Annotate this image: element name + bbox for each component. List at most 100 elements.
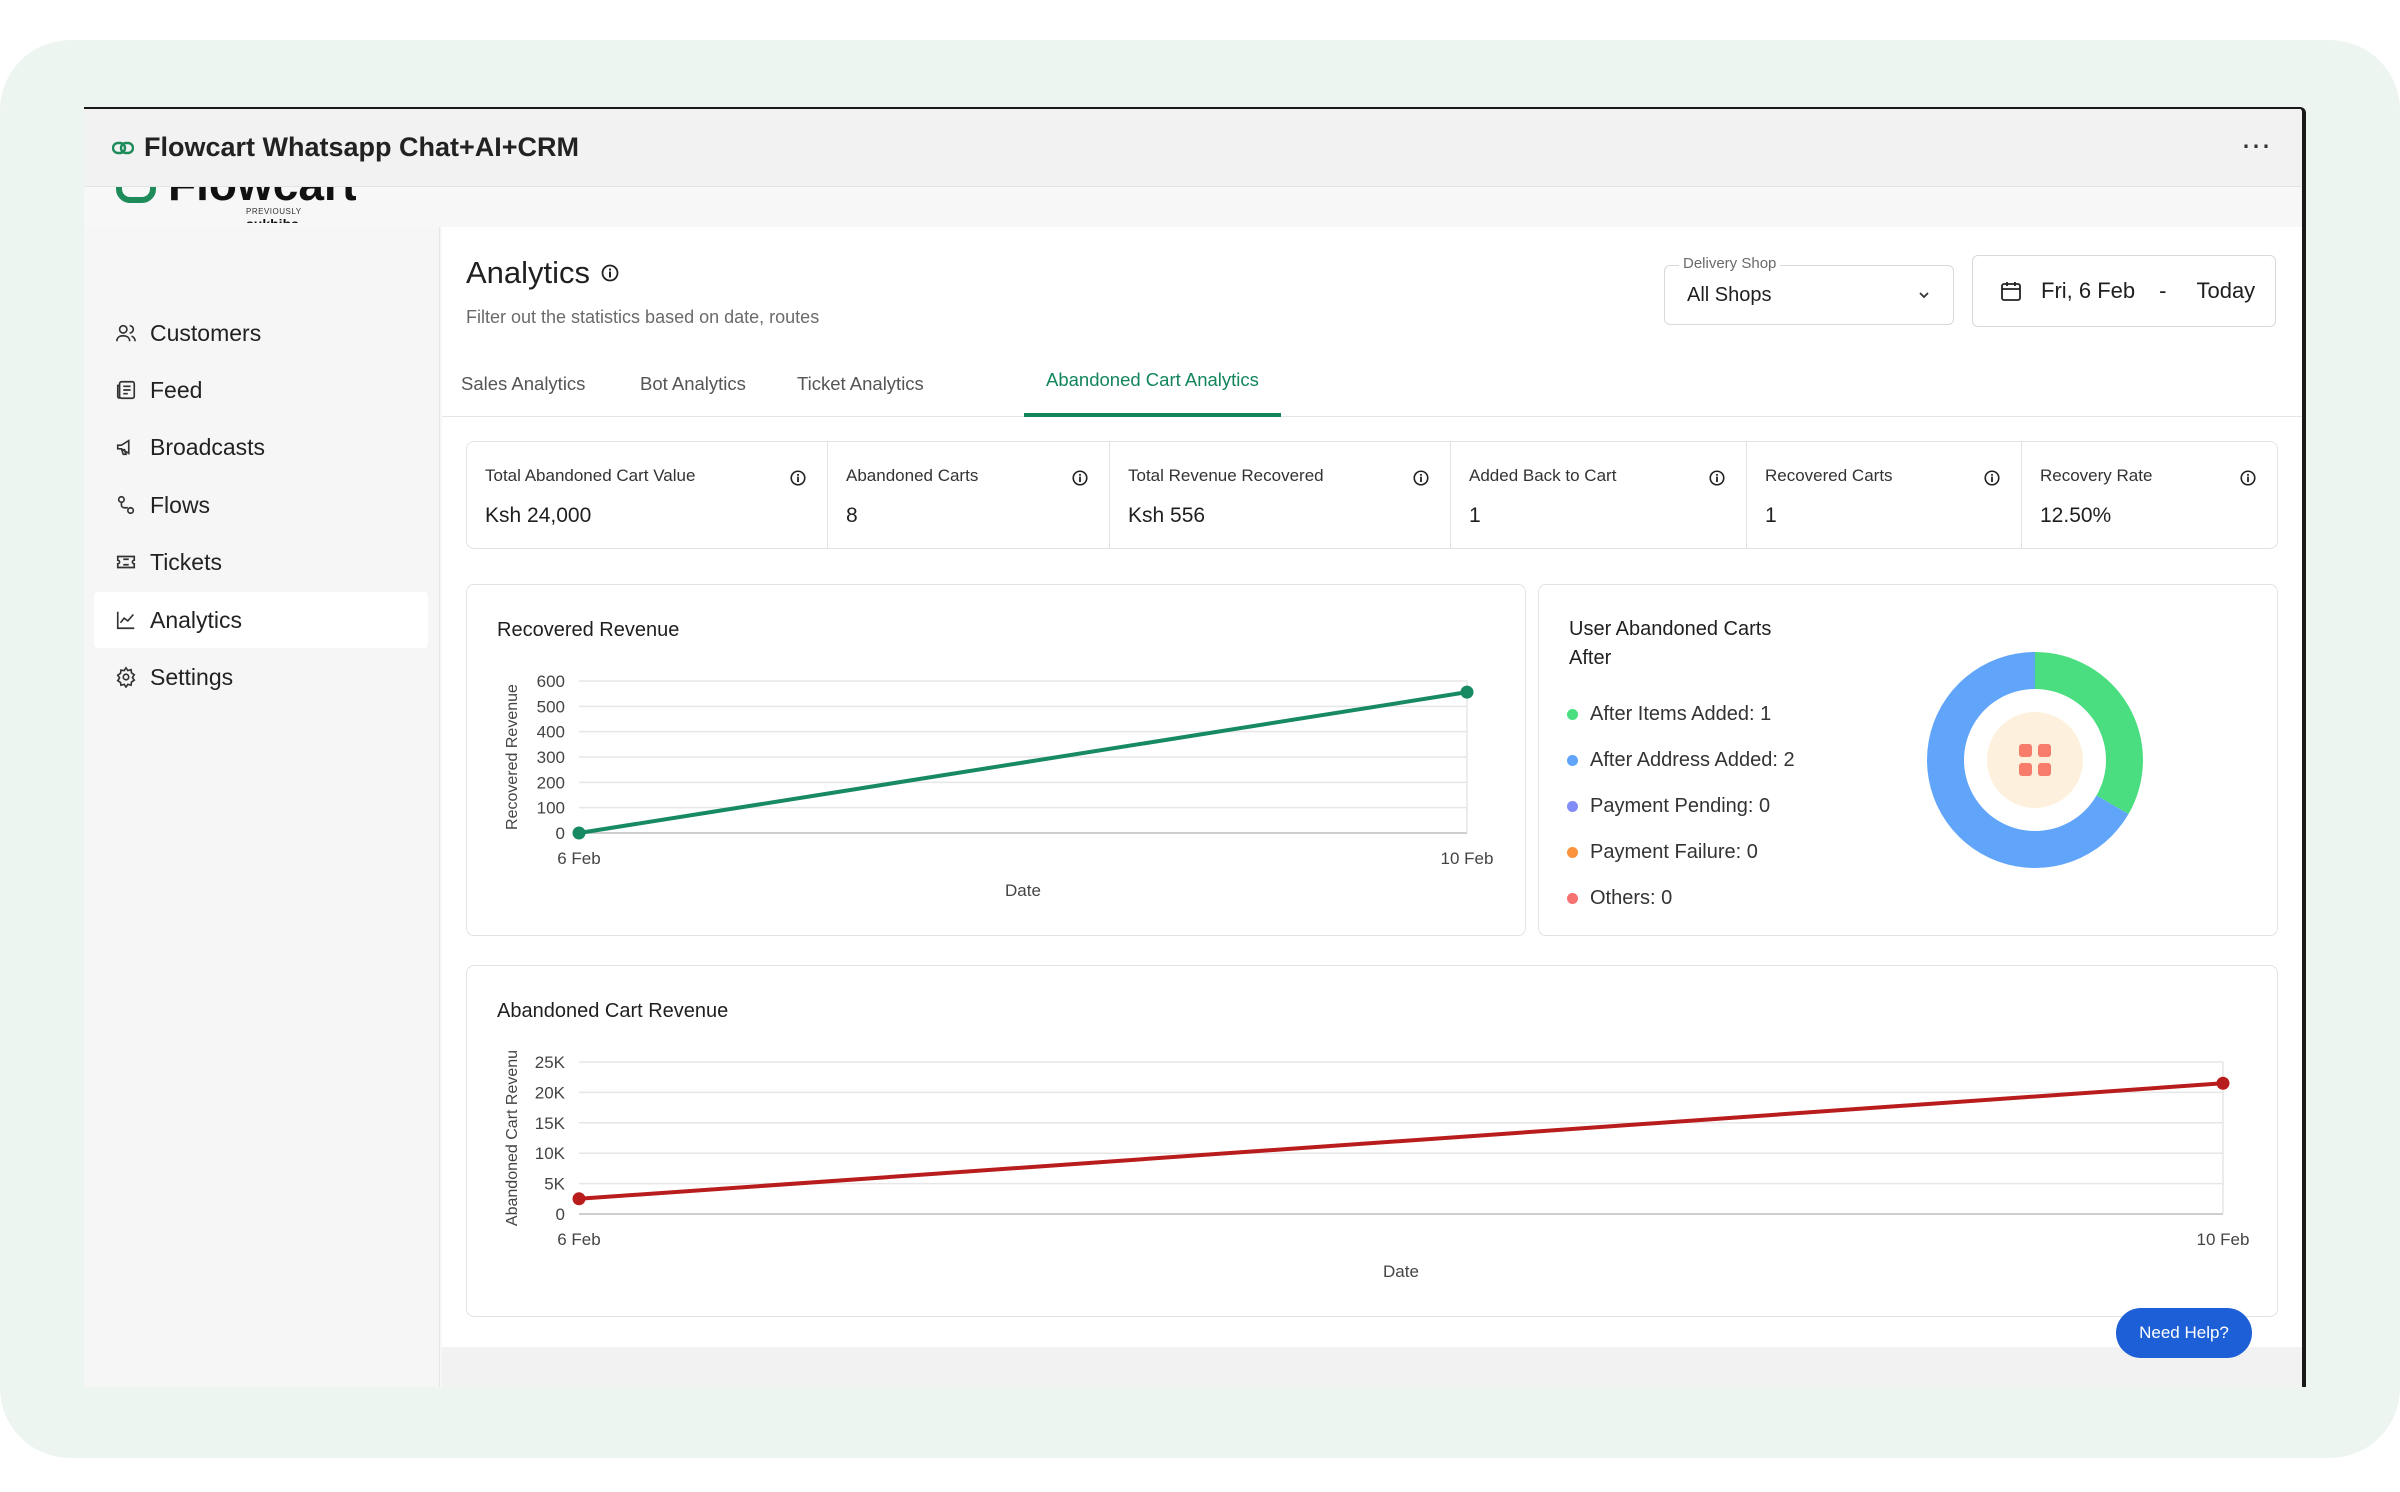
donut-center-badge: [1987, 712, 2083, 808]
series-line: [578, 690, 1468, 835]
legend-item: After Items Added: 1: [1567, 691, 1795, 737]
info-icon[interactable]: [1071, 469, 1089, 487]
y-tick-label: 500: [537, 697, 565, 716]
kpi-recovered-carts: Recovered Carts 1: [1747, 442, 2022, 548]
x-tick-label: 10 Feb: [1441, 849, 1494, 868]
legend-dot: [1567, 708, 1578, 720]
user-abandoned-carts-title: User Abandoned Carts After: [1569, 615, 1771, 673]
x-tick-label: 6 Feb: [557, 1230, 600, 1249]
kpi-label: Abandoned Carts: [846, 466, 979, 485]
delivery-shop-select[interactable]: Delivery Shop All Shops: [1664, 255, 1954, 325]
date-range-picker[interactable]: Fri, 6 Feb - Today: [1972, 255, 2276, 327]
y-axis-label: Recovered Revenue: [504, 684, 521, 830]
sidebar-item-settings[interactable]: Settings: [94, 649, 428, 705]
delivery-shop-value: All Shops: [1687, 284, 1772, 306]
data-point: [1460, 685, 1474, 699]
tab-bot-analytics[interactable]: Bot Analytics: [640, 373, 746, 394]
tab-sales-analytics[interactable]: Sales Analytics: [461, 373, 586, 394]
grid-apps-icon: [2019, 744, 2051, 776]
kpi-value: 1: [1765, 504, 1777, 527]
info-icon[interactable]: [600, 263, 620, 283]
flows-icon: [114, 493, 138, 517]
need-help-button[interactable]: Need Help?: [2116, 1308, 2252, 1358]
app-link-icon: [112, 141, 134, 154]
x-tick-label: 6 Feb: [557, 849, 600, 868]
donut-slice: [2035, 652, 2143, 814]
kpi-label: Recovery Rate: [2040, 466, 2153, 485]
brand-previously: PREVIOUSLY sukhiba: [246, 207, 302, 223]
legend-label: After Items Added: 1: [1590, 702, 1772, 725]
info-icon[interactable]: [1983, 469, 2001, 487]
sidebar-item-label: Analytics: [150, 606, 243, 633]
page-title: Analytics: [466, 255, 620, 291]
megaphone-icon: [114, 435, 138, 459]
y-tick-label: 25K: [535, 1053, 566, 1072]
date-separator: -: [2159, 278, 2167, 303]
y-tick-label: 200: [537, 773, 565, 792]
y-tick-label: 100: [537, 799, 565, 818]
legend-item: Payment Failure: 0: [1567, 829, 1795, 875]
info-icon[interactable]: [1708, 469, 1726, 487]
kpi-value: Ksh 556: [1128, 504, 1206, 527]
abandoned-carts-donut: [1927, 652, 2143, 868]
info-icon[interactable]: [2239, 469, 2257, 487]
legend-item: Payment Pending: 0: [1567, 783, 1795, 829]
donut-title-line1: User Abandoned Carts: [1569, 618, 1772, 640]
date-to: Today: [2196, 278, 2256, 303]
sidebar: Customers Feed Broadcasts Flows Tickets: [84, 227, 440, 1387]
user-abandoned-carts-card: User Abandoned Carts After After Items A…: [1538, 584, 2278, 936]
kpi-label: Recovered Carts: [1765, 466, 1893, 485]
sidebar-item-label: Customers: [150, 319, 262, 346]
legend-dot: [1567, 846, 1578, 858]
x-axis-label: Date: [1005, 881, 1041, 900]
sidebar-item-broadcasts[interactable]: Broadcasts: [94, 419, 428, 475]
info-icon[interactable]: [1412, 469, 1430, 487]
legend-item: Others: 0: [1567, 875, 1795, 921]
kpi-label: Added Back to Cart: [1469, 466, 1617, 485]
kpi-value: 12.50%: [2040, 504, 2112, 527]
more-options-icon[interactable]: ⋯: [2241, 130, 2272, 163]
y-tick-label: 0: [556, 1205, 565, 1224]
y-tick-label: 15K: [535, 1114, 566, 1133]
page-title-text: Analytics: [466, 255, 591, 290]
legend-label: Others: 0: [1590, 886, 1673, 909]
sidebar-item-flows[interactable]: Flows: [94, 477, 428, 533]
tab-ticket-analytics[interactable]: Ticket Analytics: [797, 373, 924, 394]
sidebar-item-feed[interactable]: Feed: [94, 362, 428, 418]
sidebar-item-tickets[interactable]: Tickets: [94, 534, 428, 590]
sidebar-item-label: Flows: [150, 491, 211, 518]
feed-icon: [114, 378, 138, 402]
delivery-shop-label: Delivery Shop: [1679, 255, 1781, 272]
data-point: [2216, 1076, 2230, 1090]
sidebar-item-customers[interactable]: Customers: [94, 305, 428, 361]
kpi-value: 8: [846, 504, 858, 527]
kpi-label: Total Revenue Recovered: [1128, 466, 1324, 485]
legend-label: Payment Failure: 0: [1590, 840, 1758, 863]
kpi-row: Total Abandoned Cart Value Ksh 24,000 Ab…: [466, 441, 2278, 549]
y-tick-label: 300: [537, 748, 565, 767]
tab-abandoned-cart-analytics[interactable]: Abandoned Cart Analytics: [1024, 369, 1281, 417]
brand-mark-icon: [116, 187, 156, 203]
legend-dot: [1567, 800, 1578, 812]
brand-logo: Flowcart PREVIOUSLY sukhiba: [116, 187, 356, 223]
kpi-label: Total Abandoned Cart Value: [485, 466, 696, 485]
sidebar-item-label: Tickets: [150, 548, 222, 575]
legend-dot: [1567, 754, 1578, 766]
y-tick-label: 20K: [535, 1083, 566, 1102]
brand-name: Flowcart: [168, 187, 356, 211]
y-tick-label: 400: [537, 723, 565, 742]
abandoned-cart-revenue-title: Abandoned Cart Revenue: [497, 1000, 729, 1022]
main-content: Analytics Filter out the statistics base…: [442, 227, 2302, 1387]
kpi-total-abandoned-cart-value: Total Abandoned Cart Value Ksh 24,000: [467, 442, 828, 548]
data-point: [572, 826, 586, 840]
legend-label: After Address Added: 2: [1590, 748, 1795, 771]
data-point: [572, 1192, 586, 1206]
title-bar: Flowcart Whatsapp Chat+AI+CRM ⋯: [84, 109, 2302, 187]
sidebar-item-label: Feed: [150, 376, 203, 403]
y-tick-label: 10K: [535, 1144, 566, 1163]
sidebar-item-analytics[interactable]: Analytics: [94, 592, 428, 648]
donut-legend: After Items Added: 1 After Address Added…: [1567, 691, 1795, 921]
gear-icon: [114, 665, 138, 689]
info-icon[interactable]: [789, 469, 807, 487]
chevron-down-icon: [1919, 292, 1929, 299]
